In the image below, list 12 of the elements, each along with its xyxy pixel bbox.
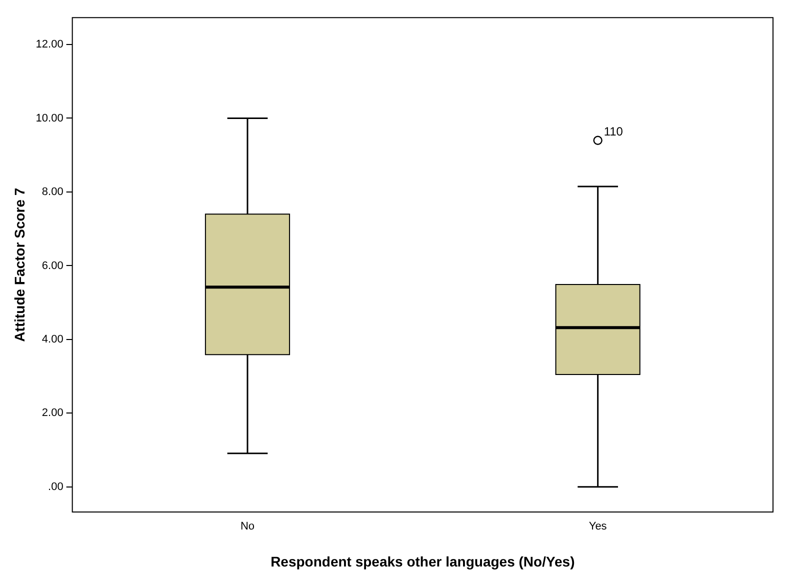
y-tick-label: 2.00: [42, 407, 64, 420]
y-tick-label: 10.00: [36, 112, 64, 124]
y-tick-label: 6.00: [42, 260, 64, 272]
y-tick-label: 12.00: [36, 38, 64, 51]
y-tick-label: .00: [48, 480, 64, 493]
y-tick-label: 8.00: [42, 186, 64, 198]
y-axis-title: Attitude Factor Score 7: [11, 188, 28, 342]
y-tick-label: 4.00: [42, 333, 64, 346]
x-axis-title: Respondent speaks other languages (No/Yes): [270, 553, 575, 570]
annotation: 110: [604, 124, 624, 139]
x-tick-label: Yes: [588, 520, 608, 533]
x-tick-label: No: [240, 520, 255, 533]
